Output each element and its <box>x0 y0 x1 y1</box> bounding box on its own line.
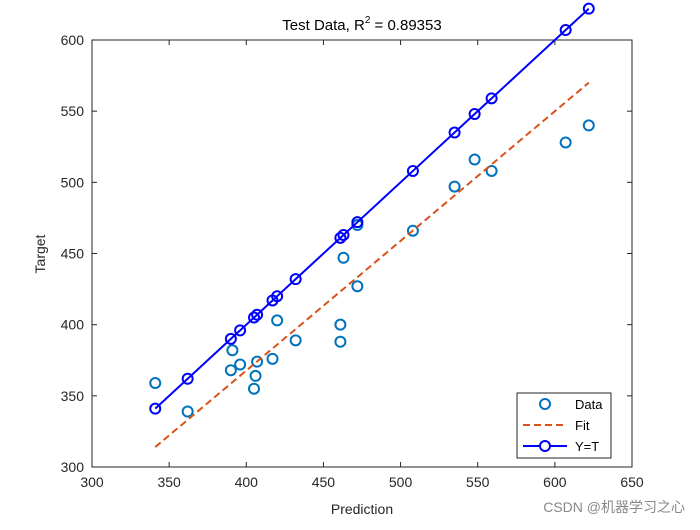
marker <box>559 136 572 149</box>
marker <box>234 324 247 337</box>
x-tick-label: 600 <box>543 474 567 490</box>
watermark: CSDN @机器学习之心 <box>543 499 685 515</box>
title-sup: 2 <box>365 15 371 26</box>
legend-label: Y=T <box>575 439 599 454</box>
marker <box>289 273 302 286</box>
legend-marker <box>539 398 551 410</box>
marker <box>266 352 279 365</box>
marker <box>334 335 347 348</box>
marker <box>271 314 284 327</box>
marker <box>406 224 419 237</box>
marker <box>251 308 264 321</box>
marker <box>181 372 194 385</box>
marker <box>337 251 350 264</box>
legend-marker <box>539 440 551 452</box>
axes-box <box>91 39 633 468</box>
y-axis-label: Target <box>32 234 48 273</box>
x-tick-label: 300 <box>80 474 104 490</box>
series-line <box>154 7 590 410</box>
x-tick-label: 350 <box>157 474 181 490</box>
x-tick-label: 650 <box>620 474 644 490</box>
marker <box>224 364 237 377</box>
y-tick-label: 550 <box>61 103 85 119</box>
marker <box>249 369 262 382</box>
marker <box>149 402 162 415</box>
chart-title: Test Data, R2 = 0.89353 <box>282 15 441 34</box>
legend-label: Data <box>575 397 603 412</box>
marker <box>582 119 595 132</box>
y-tick-label: 600 <box>61 32 85 48</box>
marker <box>337 228 350 241</box>
y-tick-label: 450 <box>61 246 85 262</box>
marker <box>181 405 194 418</box>
marker <box>468 153 481 166</box>
marker <box>485 92 498 105</box>
marker <box>334 231 347 244</box>
marker <box>234 358 247 371</box>
x-tick-label: 550 <box>466 474 490 490</box>
marker <box>448 126 461 139</box>
title-text: = 0.89353 <box>370 17 441 34</box>
x-tick-label: 450 <box>312 474 336 490</box>
marker <box>485 164 498 177</box>
legend-box <box>516 392 612 459</box>
marker <box>448 180 461 193</box>
marker <box>224 332 237 345</box>
legend-label: Fit <box>575 418 590 433</box>
y-tick-label: 400 <box>61 317 85 333</box>
y-tick-label: 350 <box>61 388 85 404</box>
marker <box>468 108 481 121</box>
y-tick-label: 300 <box>61 459 85 475</box>
marker <box>226 344 239 357</box>
marker <box>582 2 595 15</box>
marker <box>271 290 284 303</box>
marker <box>248 382 260 395</box>
series-line <box>154 81 590 448</box>
marker <box>351 280 364 293</box>
marker <box>248 311 260 324</box>
x-tick-label: 400 <box>235 474 259 490</box>
x-axis-label: Prediction <box>331 501 393 517</box>
marker <box>559 24 572 37</box>
y-tick-label: 500 <box>61 174 85 190</box>
x-tick-label: 500 <box>389 474 413 490</box>
title-text: Test Data, R <box>282 17 365 34</box>
marker <box>334 318 347 331</box>
marker <box>251 355 264 368</box>
marker <box>406 164 419 177</box>
marker <box>149 377 162 390</box>
marker <box>351 216 364 229</box>
marker <box>289 334 302 347</box>
